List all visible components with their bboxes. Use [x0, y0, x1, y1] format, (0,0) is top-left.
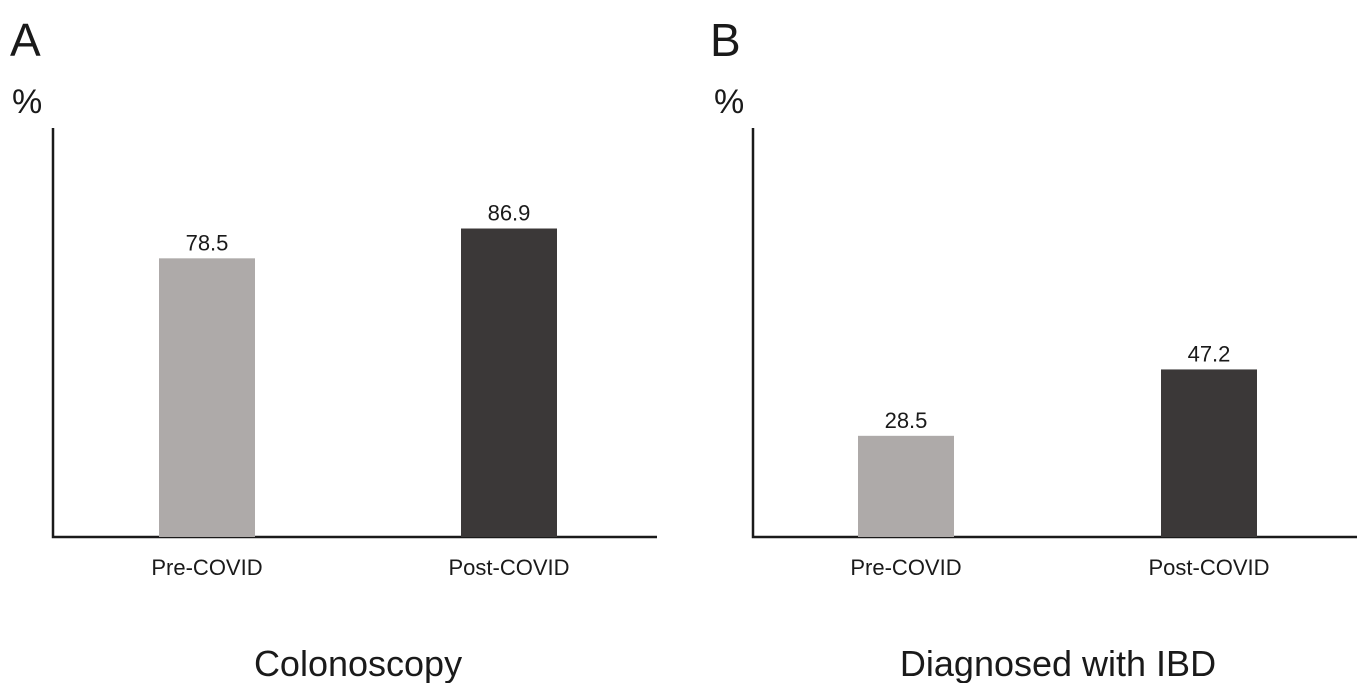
panel-b-axes	[751, 128, 1357, 539]
panel-b-bar-pre-covid	[858, 435, 954, 537]
panel-a-value-label: 86.9	[488, 201, 531, 226]
panel-a-bar-post-covid	[461, 228, 557, 537]
panel-a-bars: 78.5 Pre-COVID 86.9 Post-COVID	[151, 201, 569, 580]
panel-a: A % 78.5 Pre-COVID 86.9 Post-COVID Colonosc…	[10, 14, 657, 684]
panel-a-x-tick-label: Post-COVID	[448, 555, 569, 580]
panel-a-value-label: 78.5	[186, 230, 229, 255]
panel-b-x-tick-label: Pre-COVID	[850, 555, 961, 580]
panel-b-y-unit: %	[714, 83, 744, 121]
panel-b-bars: 28.5 Pre-COVID 47.2 Post-COVID	[850, 341, 1269, 580]
panel-b-value-label: 47.2	[1188, 341, 1231, 366]
panel-b: B % 28.5 Pre-COVID 47.2 Post-COVID Diagnose…	[710, 14, 1357, 684]
panel-a-x-title: Colonoscopy	[254, 643, 462, 683]
panel-b-x-title: Diagnosed with IBD	[900, 643, 1216, 683]
panel-b-value-label: 28.5	[885, 408, 928, 433]
panel-a-letter: A	[10, 14, 41, 66]
panel-b-bar-post-covid	[1161, 369, 1257, 537]
panel-a-y-unit: %	[12, 83, 42, 121]
panel-a-bar-pre-covid	[159, 258, 255, 537]
panel-a-x-tick-label: Pre-COVID	[151, 555, 262, 580]
panel-b-letter: B	[710, 14, 741, 66]
panel-b-x-tick-label: Post-COVID	[1148, 555, 1269, 580]
panel-a-axes	[51, 128, 657, 539]
